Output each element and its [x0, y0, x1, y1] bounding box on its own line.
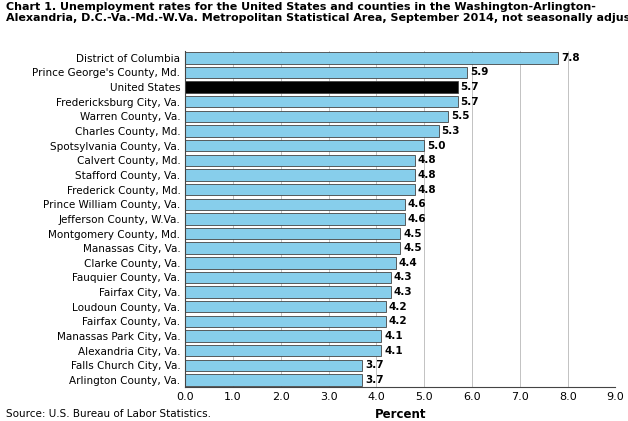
Text: 5.7: 5.7 [460, 97, 479, 107]
Bar [185, 257, 396, 269]
Text: 4.6: 4.6 [408, 214, 426, 224]
Text: 4.2: 4.2 [389, 317, 408, 326]
Bar [185, 169, 414, 181]
Text: 4.1: 4.1 [384, 346, 403, 356]
Text: Alexandria, D.C.-Va.-Md.-W.Va. Metropolitan Statistical Area, September 2014, no: Alexandria, D.C.-Va.-Md.-W.Va. Metropoli… [6, 13, 628, 24]
Text: 4.3: 4.3 [394, 287, 413, 297]
Bar [185, 213, 405, 225]
Bar [185, 52, 558, 64]
Bar [185, 155, 414, 166]
Bar [185, 316, 386, 327]
Bar [185, 140, 425, 152]
Text: 4.5: 4.5 [403, 243, 422, 253]
Bar [185, 272, 391, 283]
Text: 4.6: 4.6 [408, 199, 426, 209]
Text: 5.3: 5.3 [441, 126, 460, 136]
Text: 4.4: 4.4 [398, 258, 417, 268]
Bar [185, 184, 414, 195]
Bar [185, 96, 458, 107]
Bar [185, 199, 405, 210]
Text: 4.3: 4.3 [394, 272, 413, 282]
Text: 4.2: 4.2 [389, 302, 408, 312]
Bar [185, 111, 448, 122]
Text: Chart 1. Unemployment rates for the United States and counties in the Washington: Chart 1. Unemployment rates for the Unit… [6, 2, 596, 12]
Bar [185, 81, 458, 93]
Text: 4.1: 4.1 [384, 331, 403, 341]
Text: 4.8: 4.8 [418, 155, 436, 165]
Bar [185, 242, 400, 254]
Bar [185, 360, 362, 371]
Text: 4.5: 4.5 [403, 229, 422, 239]
Bar [185, 125, 438, 137]
Text: 5.7: 5.7 [460, 82, 479, 92]
Text: Source: U.S. Bureau of Labor Statistics.: Source: U.S. Bureau of Labor Statistics. [6, 409, 211, 419]
X-axis label: Percent: Percent [374, 408, 426, 421]
Bar [185, 374, 362, 386]
Bar [185, 67, 467, 78]
Text: 5.0: 5.0 [427, 141, 446, 151]
Bar [185, 301, 386, 312]
Text: 3.7: 3.7 [365, 375, 384, 385]
Text: 4.8: 4.8 [418, 185, 436, 195]
Bar [185, 286, 391, 298]
Bar [185, 228, 400, 239]
Text: 4.8: 4.8 [418, 170, 436, 180]
Text: 7.8: 7.8 [561, 53, 580, 63]
Bar [185, 345, 381, 357]
Text: 5.9: 5.9 [470, 67, 489, 77]
Text: 3.7: 3.7 [365, 360, 384, 370]
Bar [185, 330, 381, 342]
Text: 5.5: 5.5 [451, 112, 470, 121]
